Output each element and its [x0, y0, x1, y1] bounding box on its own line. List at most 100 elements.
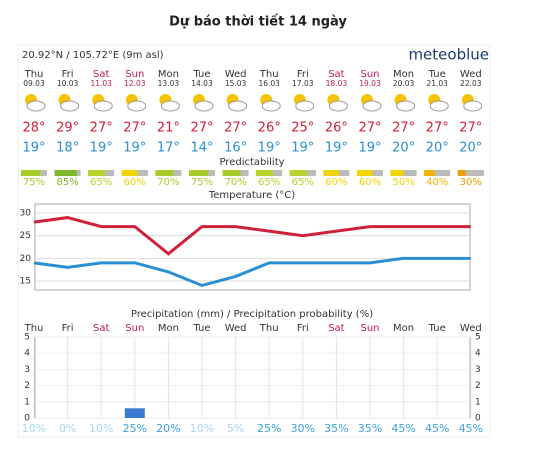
y-tick-label: 20 [20, 254, 32, 264]
day-name: Wed [225, 69, 247, 80]
predictability-value: 50% [392, 177, 414, 188]
temperature-min-line [33, 256, 471, 288]
cloud-icon [26, 100, 46, 112]
min-temp: 16° [224, 141, 247, 156]
min-temp: 19° [325, 141, 348, 156]
cloud-icon [127, 100, 147, 112]
cloud-icon [261, 100, 281, 112]
max-temp: 26° [325, 121, 348, 136]
predictability-label: Predictability [219, 157, 284, 168]
cloud-icon [328, 100, 348, 112]
day-date: 19.03 [359, 79, 381, 88]
widget-frame [17, 44, 491, 438]
predictability-value: 65% [258, 177, 280, 188]
min-temp: 20° [426, 141, 449, 156]
max-temp: 27° [90, 121, 113, 136]
day-name: Sat [93, 69, 109, 80]
day-name: Fri [62, 69, 74, 80]
predictability-bar [121, 170, 138, 176]
day-date: 20.03 [393, 79, 415, 88]
max-temp: 27° [190, 121, 213, 136]
day-name: Fri [62, 323, 74, 334]
day-date: 22.03 [460, 79, 482, 88]
y-tick-label: 3 [24, 365, 30, 375]
y-tick-label: 4 [24, 349, 30, 359]
precipitation-probability: 35% [324, 422, 348, 435]
cloud-icon [295, 100, 315, 112]
predictability-bar [289, 170, 307, 176]
predictability-value: 65% [90, 177, 112, 188]
day-name: Wed [460, 69, 482, 80]
min-temp: 19° [22, 141, 45, 156]
min-temp: 17° [157, 141, 180, 156]
predictability-value: 30% [460, 177, 482, 188]
day-name: Mon [158, 69, 179, 80]
day-name: Thu [259, 69, 279, 80]
min-temp: 19° [258, 141, 281, 156]
predictability-bar [256, 170, 274, 176]
title: Dự báo thời tiết 14 ngày [169, 15, 347, 30]
y-tick-label-right: 1 [475, 397, 481, 407]
precipitation-probability: 5% [227, 422, 244, 435]
min-temp: 19° [123, 141, 146, 156]
precipitation-probability: 30% [291, 422, 315, 435]
temperature-max-line [33, 216, 471, 256]
min-temp: 19° [90, 141, 113, 156]
predictability-value: 60% [124, 177, 146, 188]
y-tick-label-right: 3 [475, 365, 481, 375]
predictability-bar [189, 170, 209, 176]
y-tick-label: 30 [20, 209, 32, 219]
day-name: Sat [93, 323, 109, 334]
predictability-bar [457, 170, 466, 176]
precipitation-probability: 10% [89, 422, 113, 435]
y-tick-label: 0 [24, 414, 30, 424]
predictability-rest [457, 170, 484, 176]
day-name: Tue [428, 323, 446, 334]
precipitation-probability: 10% [22, 422, 46, 435]
day-name: Sun [125, 323, 144, 334]
day-name: Sun [360, 69, 379, 80]
predictability-bar [54, 170, 77, 176]
cloud-icon [429, 100, 449, 112]
min-temp: 20° [392, 141, 415, 156]
day-name: Wed [460, 323, 482, 334]
max-temp: 26° [258, 121, 281, 136]
predictability-rest [424, 170, 451, 176]
day-name: Tue [192, 323, 210, 334]
max-temp: 28° [22, 121, 45, 136]
max-temp: 27° [392, 121, 415, 136]
day-date: 18.03 [326, 79, 348, 88]
y-tick-label: 2 [24, 381, 30, 391]
day-name: Mon [393, 69, 414, 80]
day-date: 09.03 [23, 79, 45, 88]
cloud-icon [60, 100, 80, 112]
day-date: 21.03 [426, 79, 448, 88]
y-tick-label-right: 4 [475, 349, 481, 359]
day-name: Sun [125, 69, 144, 80]
day-date: 14.03 [191, 79, 213, 88]
max-temp: 21° [157, 121, 180, 136]
day-date: 11.03 [90, 79, 112, 88]
precipitation-bar [124, 408, 145, 418]
max-temp: 27° [426, 121, 449, 136]
day-date: 15.03 [225, 79, 247, 88]
day-name: Thu [24, 323, 44, 334]
y-tick-label: 15 [20, 276, 31, 286]
predictability-value: 75% [23, 177, 45, 188]
cloud-icon [463, 100, 483, 112]
y-tick-label-right: 2 [475, 381, 481, 391]
max-temp: 27° [224, 121, 247, 136]
max-temp: 29° [56, 121, 79, 136]
day-name: Wed [225, 323, 247, 334]
cloud-icon [160, 100, 180, 112]
y-tick-label: 5 [24, 333, 30, 343]
precipitation-probability: 45% [459, 422, 483, 435]
predictability-value: 85% [56, 177, 78, 188]
day-name: Mon [393, 323, 414, 334]
predictability-bar [155, 170, 174, 176]
predictability-bar [88, 170, 106, 176]
precipitation-probability: 35% [358, 422, 382, 435]
day-name: Sun [360, 323, 379, 334]
cloud-icon [228, 100, 248, 112]
